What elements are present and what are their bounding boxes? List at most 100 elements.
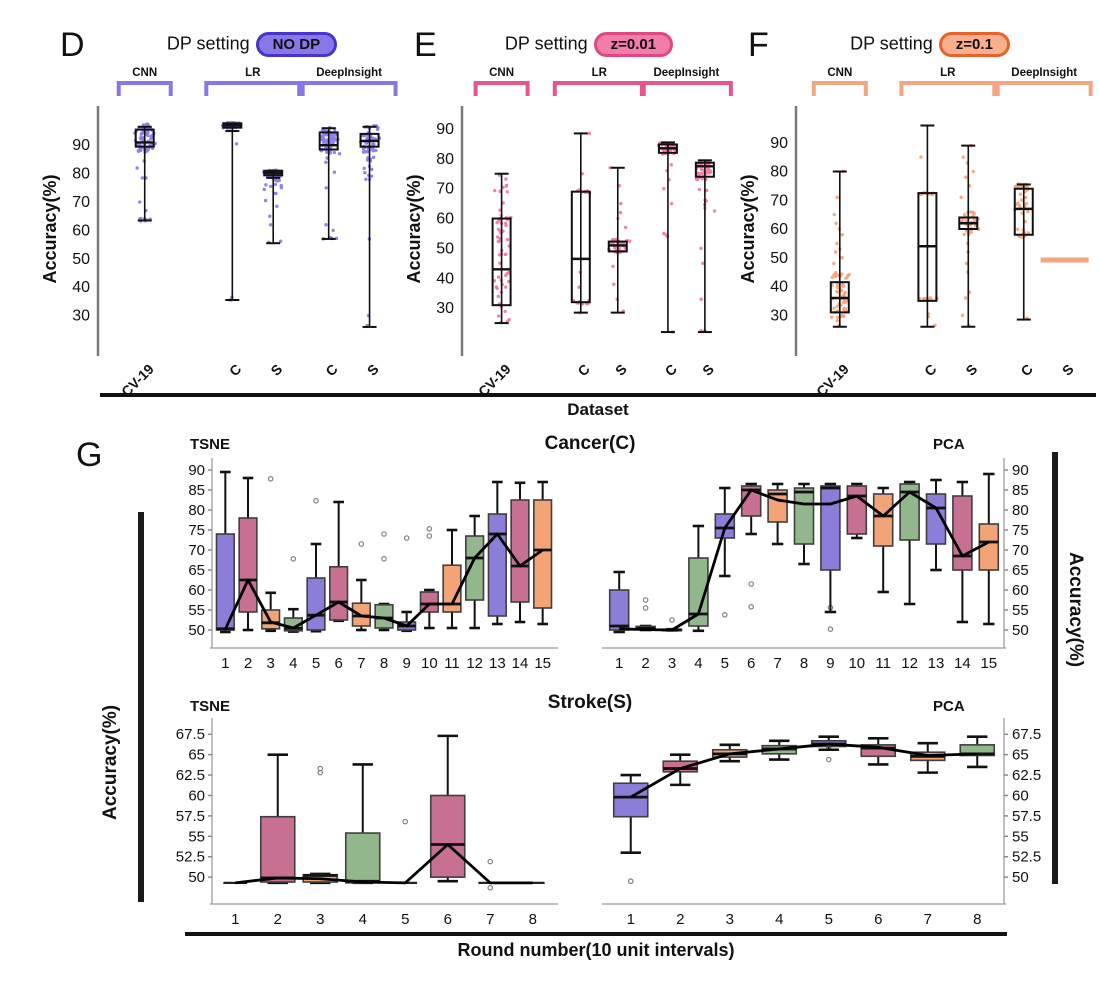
panel-d: D DP setting NO DP 90 80 70 60 50 40 30 Accuracy… [42,16,398,396]
scatter-point [662,186,666,191]
outlier [827,626,834,633]
outlier [748,581,755,587]
mean-line [630,742,978,799]
scatter-point [577,285,581,289]
y-tick-label: 65 [188,562,205,579]
scatter-point [1023,195,1028,200]
group-label: LR [592,67,608,79]
scatter-point [962,232,966,236]
scatter-point [669,201,674,206]
scatter-point [275,204,279,208]
panel-f: F DP setting z=0.1 90 80 70 60 50 40 30 Accuracy… [740,16,1096,396]
x-tick-label: 6 [747,655,755,672]
scatter-point [844,298,849,303]
y-tick-label: 70 [188,542,205,559]
scatter-point [970,210,975,214]
dataset-axis-line [100,393,1096,397]
scatter-point [273,178,278,182]
y-tick-label: 60 [188,787,205,804]
subplot-tsne-cancer: TSNE 90 85 80 75 70 65 60 55 50 1 2 3 4 5 6 7 8 9 10 11 12 13… [170,436,562,688]
panel-d-chart: 90 80 70 60 50 40 30 Accuracy(%) CNN LR DeepInsigh… [42,67,398,396]
scatter-point [1013,184,1017,189]
scatter-point [961,155,965,159]
subplot-pca-cancer: PCA 90 85 80 75 70 65 60 55 50 1 2 3 4 5 6 7 8 9 10 11 12 13 1… [598,436,1058,688]
y-tick-label: 30 [436,300,454,317]
scatter-point [495,220,499,225]
scatter-point [145,122,149,126]
y-axis-title: Accuracy(%) [740,174,758,283]
group-label: LR [940,67,956,79]
scatter-point [503,285,508,289]
scatter-point [504,252,508,257]
box [487,513,507,617]
scatter-point [959,195,963,200]
x-tick-label: 15 [534,655,551,672]
outlier [487,884,494,891]
x-tick-label: 15 [980,655,997,672]
y-tick-label: 90 [72,137,90,154]
group-label: CNN [489,67,514,79]
y-tick-label: 40 [436,270,454,287]
panel-f-title: DP setting z=0.1 [790,32,1070,57]
y-tick-label: 60 [1012,582,1029,599]
scatter-point [1018,204,1022,208]
scatter-point [960,313,965,317]
scatter-point [836,283,840,287]
y-tick-label: 90 [436,121,454,138]
panel-d-letter: D [60,26,85,64]
x-category-label: S [962,361,980,379]
y-tick-label: 55 [188,602,205,619]
y-tick-label: 60 [436,211,454,228]
y-tick-label: 55 [1012,602,1029,619]
box [612,782,649,818]
x-tick-label: 10 [421,655,438,672]
scatter-point [503,221,508,225]
x-tick-label: 14 [954,655,971,672]
scatter-point [843,290,847,295]
scatter-point [712,209,717,213]
scatter-point [334,133,338,137]
mean-line [224,532,544,630]
scatter-point [331,228,335,233]
scatter-point [919,155,923,159]
x-tick-label: 9 [402,655,410,672]
outlier [402,818,409,825]
y-tick-label: 30 [770,307,788,324]
scatter-point [612,282,616,286]
x-tick-label: 8 [800,655,808,672]
dataset-axis-label: Dataset [567,400,629,419]
group-label: DeepInsight [653,67,719,79]
scatter-point [324,133,328,137]
y-tick-label: 57.5 [176,808,205,825]
y-tick-label: 65 [1012,747,1029,764]
y-tick-label: 80 [436,151,454,168]
y-axis-title: Accuracy(%) [406,174,424,283]
y-tick-label: 40 [770,279,788,296]
scatter-point [496,227,501,232]
y-tick-label: 80 [188,502,205,519]
scatter-point [374,148,378,153]
subplot-pca-stroke: PCA 67.5 65 62.5 60 57.5 55 52.5 50 1 2 3 4 5 6 7 8 [598,698,1058,940]
scatter-point [138,200,142,204]
tsne-stroke-title: TSNE [190,698,231,715]
group-label: LR [245,67,261,79]
outlier [642,597,649,603]
x-tick-label: 4 [694,655,702,672]
dp-badge-nodp: NO DP [255,32,338,57]
y-tick-label: 50 [770,250,788,267]
x-tick-label: 13 [489,655,506,672]
box [959,744,996,757]
scatter-point [844,276,848,280]
scatter-point [507,317,511,322]
scatter-point [371,149,375,153]
scatter-point [964,261,969,266]
x-tick-label: 8 [529,911,537,928]
y-tick-label: 90 [1012,462,1029,479]
scatter-point [264,183,268,187]
scatter-point [370,167,374,172]
y-tick-label: 70 [1012,542,1029,559]
scatter-point [968,210,972,214]
panel-e-title: DP setting z=0.01 [454,32,724,57]
x-tick-label: 9 [826,655,834,672]
scatter-point [697,187,702,192]
